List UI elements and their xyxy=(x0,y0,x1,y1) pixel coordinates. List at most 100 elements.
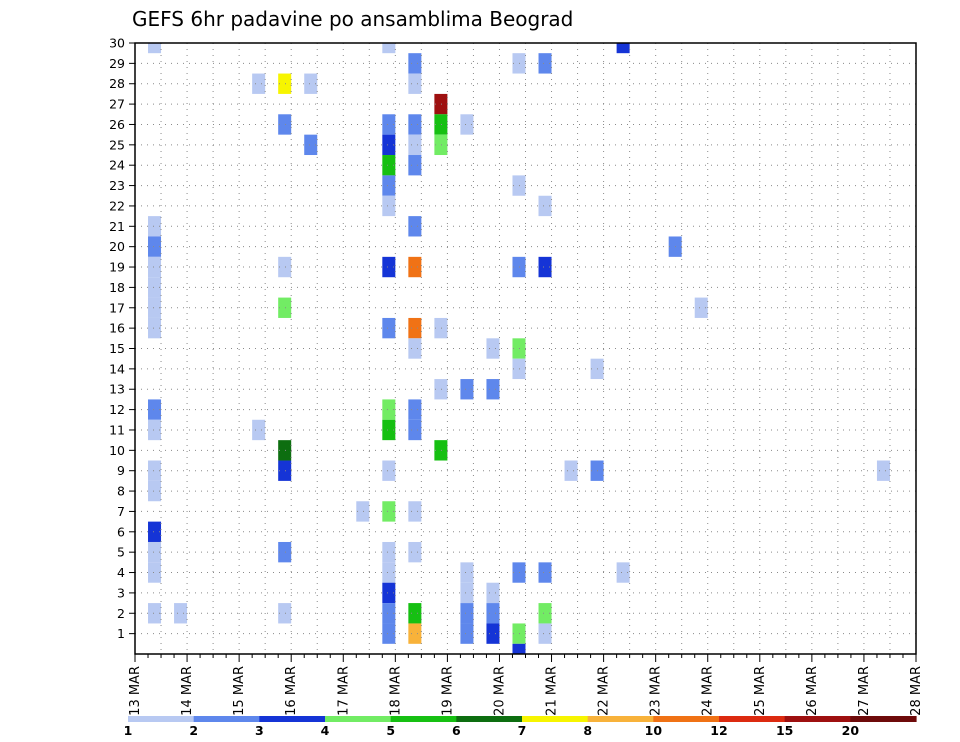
x-tick-label: 23 MAR xyxy=(649,666,664,716)
precip-cell xyxy=(382,460,396,481)
precip-cell xyxy=(512,338,526,359)
y-tick-label: 9 xyxy=(117,463,125,478)
precip-cell xyxy=(382,562,396,583)
precip-cell xyxy=(304,134,318,156)
y-tick-label: 19 xyxy=(109,260,125,275)
precip-cell xyxy=(278,297,292,318)
y-tick-label: 17 xyxy=(109,300,125,315)
precip-cell xyxy=(408,317,422,339)
precip-cell xyxy=(382,134,396,156)
precip-cell xyxy=(174,603,188,624)
colorbar-label: 6 xyxy=(452,723,461,738)
x-tick-label: 26 MAR xyxy=(805,666,820,716)
precip-cell xyxy=(512,358,526,380)
x-tick-label: 14 MAR xyxy=(180,666,195,716)
precip-cell xyxy=(538,53,552,74)
precip-cell xyxy=(538,256,552,278)
precip-cell xyxy=(148,541,162,563)
precip-cell xyxy=(460,562,474,583)
precip-cell xyxy=(408,53,422,74)
precip-cell xyxy=(512,53,526,74)
precip-cell xyxy=(408,216,422,237)
precip-cell xyxy=(148,216,162,237)
precip-cell xyxy=(408,155,422,176)
precip-cell xyxy=(382,155,396,176)
precip-cell xyxy=(408,256,422,278)
precip-cell xyxy=(382,43,396,54)
precip-cell xyxy=(278,256,292,278)
precip-cell xyxy=(148,562,162,583)
x-tick-label: 13 MAR xyxy=(128,666,143,716)
x-tick-label: 27 MAR xyxy=(857,666,872,716)
precip-cell xyxy=(252,73,266,94)
precip-cell xyxy=(538,623,552,644)
precip-cell xyxy=(382,114,396,135)
precip-cell xyxy=(616,562,630,583)
chart-title: GEFS 6hr padavine po ansamblima Beograd xyxy=(132,7,573,31)
precip-cell xyxy=(408,73,422,94)
precip-cell xyxy=(382,623,396,644)
colorbar-label: 3 xyxy=(255,723,264,738)
precip-cell xyxy=(512,623,526,644)
precip-cell xyxy=(148,521,162,542)
precip-cell xyxy=(538,562,552,583)
colorbar-segment xyxy=(522,716,589,722)
precip-cell xyxy=(512,175,526,196)
precip-cell xyxy=(278,541,292,563)
y-tick-label: 25 xyxy=(109,137,125,152)
colorbar-label: 7 xyxy=(518,723,527,738)
precip-cell xyxy=(460,603,474,624)
precip-cell xyxy=(382,175,396,196)
y-tick-label: 20 xyxy=(109,239,125,254)
y-tick-label: 15 xyxy=(109,341,125,356)
precip-cell xyxy=(382,541,396,563)
colorbar-label: 12 xyxy=(710,723,727,738)
precip-cell xyxy=(512,256,526,278)
colorbar-segment xyxy=(587,716,654,722)
precip-cell xyxy=(408,338,422,359)
precip-cell xyxy=(148,277,162,298)
precip-cell xyxy=(460,379,474,400)
precip-cell xyxy=(408,603,422,624)
precip-cell xyxy=(434,379,448,400)
precip-cell xyxy=(252,419,266,441)
y-tick-label: 1 xyxy=(117,626,125,641)
colorbar: 1 2 3 4 5 6 7 8 10 12 15 20 xyxy=(124,716,917,738)
x-tick-label: 20 MAR xyxy=(492,666,507,716)
precip-cell xyxy=(486,338,500,359)
y-tick-label: 11 xyxy=(109,422,125,437)
precip-cell xyxy=(382,501,396,522)
y-tick-label: 24 xyxy=(109,158,125,173)
y-tick-label: 14 xyxy=(109,361,125,376)
colorbar-segment xyxy=(259,716,326,722)
colorbar-label: 15 xyxy=(776,723,793,738)
colorbar-label: 2 xyxy=(189,723,198,738)
precip-cell xyxy=(278,73,292,94)
precip-cell xyxy=(694,297,708,318)
y-tick-label: 2 xyxy=(117,606,125,621)
precip-cell xyxy=(434,93,448,115)
precip-cell xyxy=(278,114,292,135)
y-tick-label: 8 xyxy=(117,484,125,499)
y-axis-ticks: 1234567891011121314151617181920212223242… xyxy=(109,36,135,641)
precip-cell xyxy=(408,419,422,441)
precip-cell xyxy=(148,297,162,318)
y-tick-label: 22 xyxy=(109,198,125,213)
precip-cell xyxy=(616,43,630,54)
colorbar-segment xyxy=(325,716,392,722)
precip-cell xyxy=(408,114,422,135)
grid-lines xyxy=(134,42,917,654)
y-tick-label: 10 xyxy=(109,443,125,458)
y-tick-label: 21 xyxy=(109,219,125,234)
precip-cell xyxy=(408,134,422,156)
precip-cell xyxy=(148,480,162,502)
precip-cell xyxy=(382,195,396,217)
y-tick-label: 28 xyxy=(109,76,125,91)
precip-cell xyxy=(278,460,292,481)
x-tick-label: 15 MAR xyxy=(232,666,247,716)
y-tick-label: 26 xyxy=(109,117,125,132)
colorbar-segment xyxy=(653,716,720,722)
colorbar-segment xyxy=(128,716,195,722)
x-tick-label: 16 MAR xyxy=(284,666,299,716)
x-tick-label: 28 MAR xyxy=(909,666,924,716)
